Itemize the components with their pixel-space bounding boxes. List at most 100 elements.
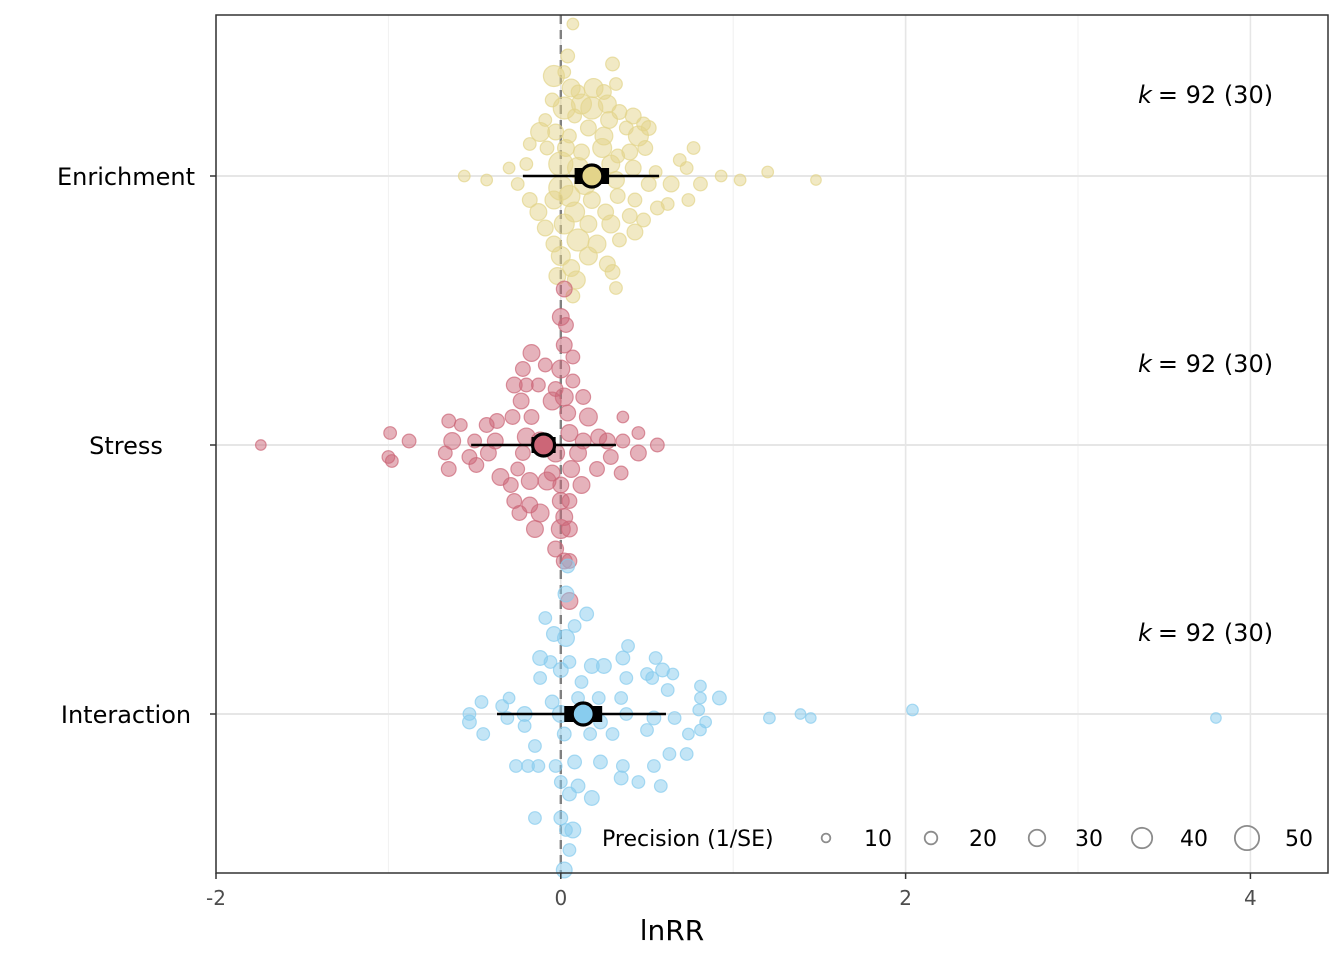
legend-label: 50 [1285, 827, 1313, 852]
y-category-label: Enrichment [57, 163, 195, 191]
effect-size-point [474, 695, 489, 709]
effect-size-point [560, 48, 576, 64]
effect-size-point [476, 727, 491, 741]
effect-size-point [567, 619, 582, 633]
effect-size-point [649, 437, 665, 453]
effect-size-point [560, 520, 578, 538]
effect-size-point [562, 843, 577, 857]
effect-size-point [621, 639, 635, 653]
effect-size-point [627, 192, 643, 208]
mean-estimate [570, 701, 596, 727]
effect-size-point [553, 213, 575, 235]
effect-size-point [468, 457, 485, 473]
effect-size-point [558, 317, 574, 333]
effect-size-point [514, 445, 531, 461]
effect-size-point [552, 662, 569, 678]
legend-size-key [820, 832, 832, 844]
effect-size-point [646, 759, 661, 773]
effect-size-point [552, 476, 570, 494]
effect-size-point [681, 193, 696, 207]
effect-size-point [495, 699, 510, 713]
effect-size-point [538, 611, 553, 625]
effect-size-point [660, 197, 675, 211]
effect-size-point [640, 176, 657, 192]
effect-size-point [579, 606, 595, 622]
effect-size-point [613, 465, 629, 481]
effect-size-point [556, 628, 575, 647]
effect-size-point [551, 359, 571, 379]
effect-size-point [591, 691, 606, 705]
k-labels: k = 92 (30) k = 92 (30) k = 92 (30) [1138, 81, 1273, 647]
effect-size-point [667, 711, 682, 725]
effect-size-point [614, 691, 629, 705]
effect-size-point [566, 270, 586, 290]
effect-size-point [567, 108, 583, 124]
effect-size-point [543, 655, 558, 669]
effect-size-point [686, 141, 701, 155]
effect-size-point [629, 444, 647, 462]
effect-size-point [502, 161, 516, 175]
legend-size-key [1130, 826, 1154, 850]
effect-size-point [804, 712, 817, 724]
effect-size-point [547, 123, 565, 141]
effect-size-point [662, 747, 677, 761]
legend-size-key [1233, 824, 1261, 852]
effect-size-point [621, 208, 638, 224]
legend-title: Precision (1/SE) [602, 827, 774, 852]
effect-size-point [711, 690, 727, 706]
effect-size-point [560, 558, 576, 574]
effect-size-point [554, 387, 574, 407]
legend-label: 30 [1075, 827, 1103, 852]
effect-size-point [601, 214, 621, 234]
effect-size-point [615, 650, 631, 666]
x-tick-label: 2 [899, 886, 912, 910]
effect-size-point [624, 159, 642, 177]
effect-size-point [511, 505, 528, 521]
effect-size-point [521, 192, 538, 208]
x-axis: -2 0 2 4 [206, 873, 1257, 910]
effect-size-point [383, 426, 398, 440]
effect-size-point [478, 417, 495, 433]
effect-size-point [579, 215, 598, 234]
effect-size-point [600, 110, 619, 129]
effect-size-point [522, 137, 537, 151]
effect-size-point [521, 759, 535, 773]
effect-size-point [681, 727, 695, 741]
effect-size-point [510, 461, 526, 477]
effect-size-point [254, 439, 267, 451]
effect-size-point [714, 169, 728, 183]
effect-size-point [548, 759, 563, 773]
effect-size-point [810, 174, 822, 186]
k-label: k = 92 (30) [1138, 619, 1273, 647]
effect-size-point [520, 472, 539, 491]
effect-size-point [605, 727, 620, 741]
effect-size-point [613, 770, 629, 786]
effect-size-point [564, 821, 582, 839]
effect-size-point [565, 349, 581, 365]
legend-label: 40 [1180, 827, 1208, 852]
effect-size-point [621, 143, 639, 161]
effect-size-point [457, 169, 471, 183]
k-label: k = 92 (30) [1138, 350, 1273, 378]
effect-size-point [593, 754, 608, 770]
effect-size-point [566, 17, 580, 31]
effect-size-point [589, 461, 605, 477]
effect-size-point [794, 708, 807, 720]
x-axis-title: lnRR [640, 914, 704, 947]
effect-size-point [582, 191, 601, 210]
effect-size-point [480, 173, 494, 187]
effect-size-point [479, 444, 497, 462]
effect-size-point [562, 460, 581, 479]
precision-legend: Precision (1/SE) 10 20 30 40 50 [602, 824, 1313, 852]
effect-size-point [631, 775, 646, 789]
effect-size-point [679, 161, 694, 175]
panel-border [215, 14, 1329, 874]
effect-size-point [626, 223, 644, 241]
effect-size-point [611, 232, 627, 248]
effect-size-point [648, 651, 663, 665]
effect-size-point [694, 691, 707, 705]
effect-size-point [555, 336, 573, 354]
effect-size-point [660, 683, 675, 697]
effect-size-point [530, 503, 550, 523]
